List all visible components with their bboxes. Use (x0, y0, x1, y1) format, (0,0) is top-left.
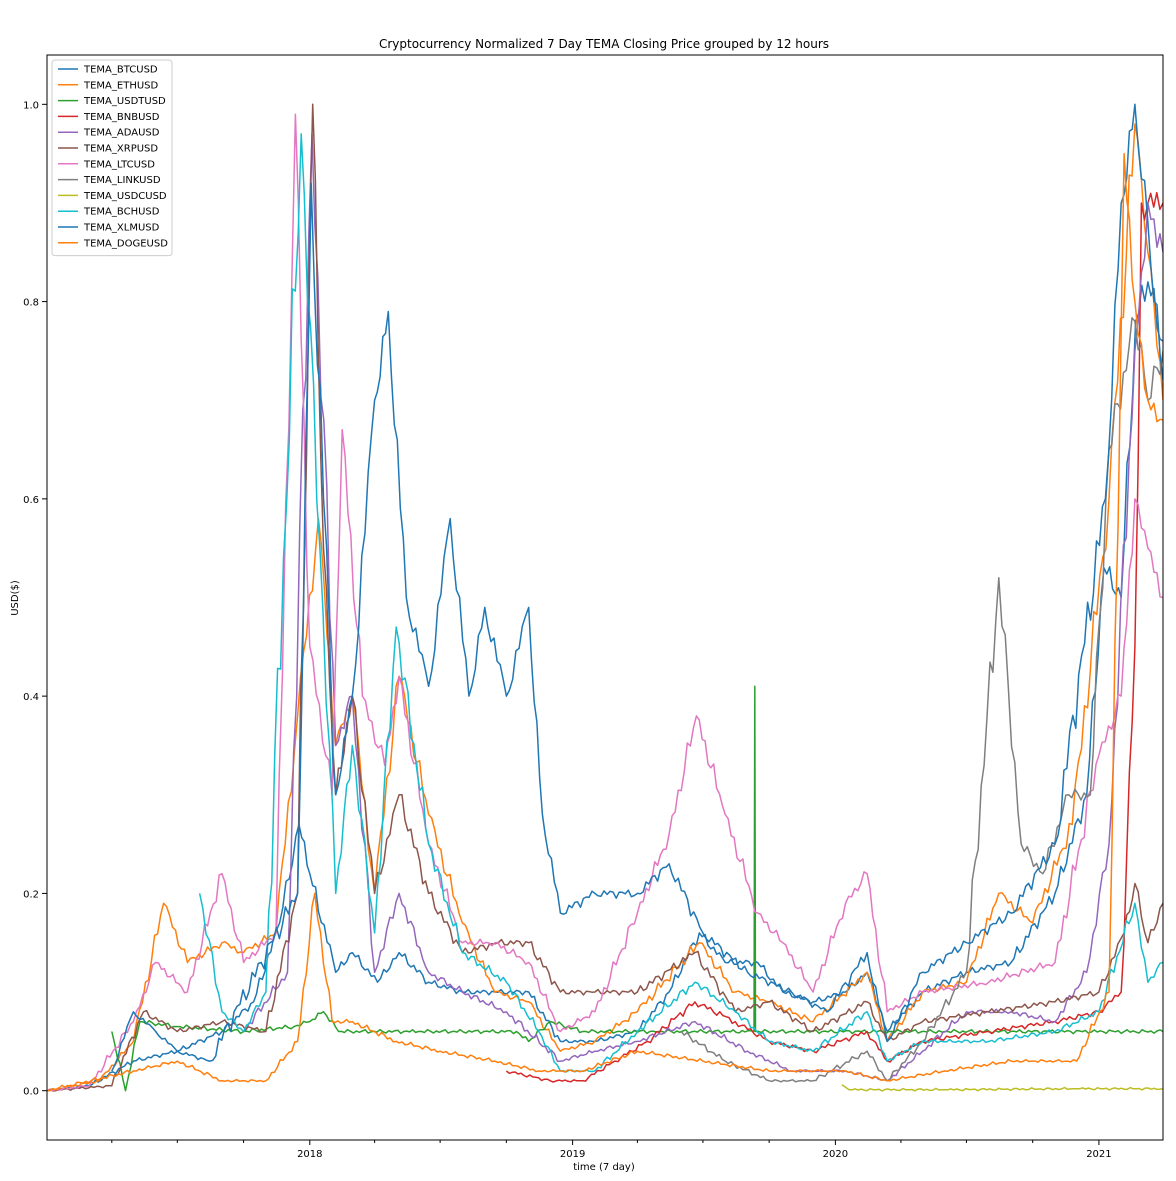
series-line-tema-xlmusd (111, 103, 1163, 1072)
series-line-tema-bchusd (198, 133, 1163, 1073)
y-tick-label: 0.6 (23, 495, 39, 506)
legend-entry: TEMA_DOGEUSD (83, 238, 168, 249)
legend-entry: TEMA_ADAUSD (83, 128, 160, 139)
series-line-tema-adausd (243, 133, 1163, 1082)
series-layer (47, 103, 1163, 1092)
legend-entry: TEMA_XLMUSD (83, 223, 160, 234)
legend-entry: TEMA_BNBUSD (83, 112, 160, 123)
legend-entry: TEMA_BCHUSD (83, 207, 160, 218)
y-tick-label: 0.8 (23, 298, 39, 309)
series-line-tema-dogeusd (47, 152, 1163, 1092)
chart-title: Cryptocurrency Normalized 7 Day TEMA Clo… (379, 37, 829, 51)
legend-entry: TEMA_LINKUSD (83, 175, 161, 186)
series-line-tema-ethusd (47, 123, 1163, 1092)
series-line-tema-usdcusd (841, 1084, 1163, 1092)
legend-entry: TEMA_BTCUSD (83, 65, 158, 76)
x-tick-label: 2020 (823, 1149, 848, 1160)
series-line-tema-ltcusd (47, 113, 1163, 1092)
y-axis-label: USD($) (10, 580, 21, 616)
y-tick-label: 1.0 (23, 100, 39, 111)
legend-entry: TEMA_USDCUSD (83, 191, 167, 202)
series-line-tema-usdtusd (111, 685, 1163, 1092)
legend-entry: TEMA_LTCUSD (83, 159, 155, 170)
legend-entry: TEMA_USDTUSD (83, 96, 166, 107)
legend-box (51, 59, 173, 257)
legend-entry: TEMA_ETHUSD (83, 80, 159, 91)
plot-frame (46, 54, 1164, 1141)
x-tick-label: 2018 (297, 1149, 322, 1160)
y-tick-label: 0.2 (23, 889, 39, 900)
x-axis: 2018 2019 2020 2021 (111, 1140, 1112, 1160)
x-axis-label: time (7 day) (573, 1162, 635, 1173)
y-axis: 0.0 0.2 0.4 0.6 0.8 1.0 (23, 100, 47, 1098)
y-tick-label: 0.4 (23, 692, 39, 703)
x-tick-label: 2019 (560, 1149, 585, 1160)
x-tick-label: 2021 (1086, 1149, 1111, 1160)
legend-entry: TEMA_XRPUSD (83, 144, 158, 155)
y-tick-label: 0.0 (23, 1087, 39, 1098)
legend: TEMA_BTCUSD TEMA_ETHUSD TEMA_USDTUSD TEMA_B… (51, 59, 173, 257)
